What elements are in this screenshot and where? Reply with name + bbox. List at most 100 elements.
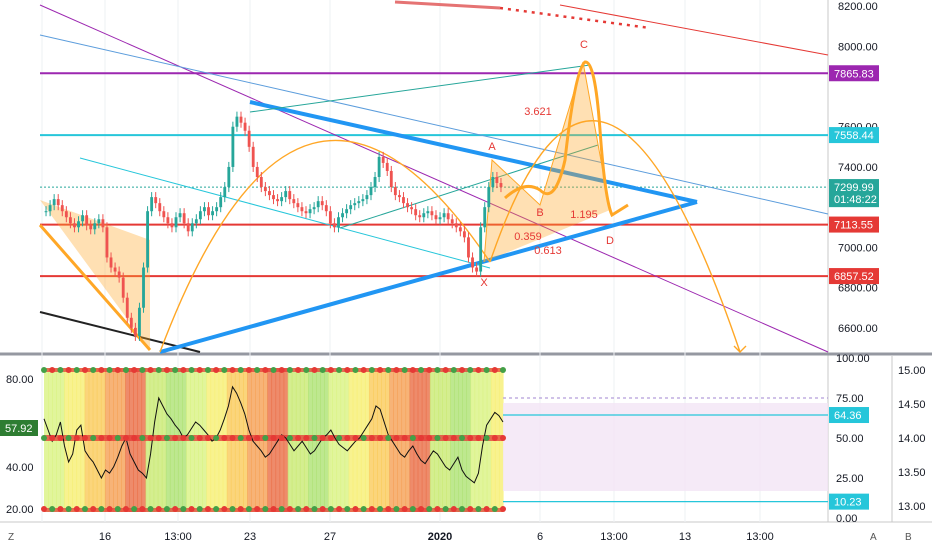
candle-body[interactable] [170, 223, 174, 228]
candle-body[interactable] [73, 223, 76, 228]
candle-body[interactable] [129, 317, 133, 328]
candle-body[interactable] [138, 307, 141, 336]
candle-body[interactable] [68, 217, 72, 224]
candle-body[interactable] [406, 203, 409, 208]
candle-body[interactable] [85, 215, 89, 226]
candle-body[interactable] [479, 227, 483, 272]
candle-body[interactable] [219, 197, 223, 208]
candle-body[interactable] [397, 195, 401, 198]
b-label[interactable]: B [905, 532, 912, 543]
candle-body[interactable] [462, 231, 466, 238]
candle-body[interactable] [97, 219, 101, 224]
candle-body[interactable] [385, 162, 389, 171]
candle-body[interactable] [361, 199, 365, 202]
candle-body[interactable] [402, 197, 405, 204]
candle-body[interactable] [150, 197, 154, 212]
price-badge[interactable] [829, 179, 879, 196]
candle-body[interactable] [158, 203, 162, 212]
auto-scale-label[interactable]: A [870, 532, 877, 543]
candle-body[interactable] [146, 211, 150, 268]
candle-body[interactable] [125, 297, 129, 318]
candle-body[interactable] [487, 187, 491, 208]
candle-body[interactable] [377, 156, 381, 178]
candle-body[interactable] [357, 201, 361, 204]
candle-body[interactable] [365, 195, 369, 200]
candle-body[interactable] [389, 170, 393, 188]
candle-body[interactable] [211, 211, 214, 216]
candle-body[interactable] [467, 237, 470, 258]
candle-body[interactable] [288, 191, 292, 200]
candle-body[interactable] [174, 217, 178, 228]
candle-body[interactable] [483, 207, 487, 228]
candle-body[interactable] [113, 267, 117, 272]
candle-body[interactable] [133, 327, 137, 336]
candle-body[interactable] [259, 177, 263, 188]
candle-body[interactable] [52, 199, 56, 206]
candle-body[interactable] [44, 211, 48, 213]
candle-body[interactable] [450, 219, 454, 224]
candle-body[interactable] [471, 257, 474, 268]
candle-body[interactable] [198, 211, 202, 220]
candle-body[interactable] [109, 257, 113, 268]
candle-body[interactable] [272, 195, 275, 200]
candle-body[interactable] [223, 187, 227, 198]
candle-body[interactable] [333, 223, 336, 228]
timezone-z-label[interactable]: Z [8, 532, 14, 543]
candle-body[interactable] [235, 116, 239, 127]
oscillator-left-badge[interactable] [0, 420, 38, 436]
candle-body[interactable] [491, 177, 495, 188]
candle-body[interactable] [276, 199, 279, 202]
candle-body[interactable] [239, 116, 243, 123]
candle-body[interactable] [142, 267, 145, 308]
candle-body[interactable] [373, 177, 377, 188]
candle-body[interactable] [186, 223, 190, 232]
candle-body[interactable] [304, 211, 308, 214]
candle-body[interactable] [284, 191, 288, 198]
candle-body[interactable] [251, 146, 255, 167]
candle-body[interactable] [247, 130, 251, 147]
candle-body[interactable] [499, 183, 503, 188]
candle-body[interactable] [207, 207, 210, 216]
candle-body[interactable] [410, 207, 414, 210]
candle-body[interactable] [48, 205, 52, 212]
candle-body[interactable] [227, 166, 231, 188]
candle-body[interactable] [182, 213, 186, 224]
candle-body[interactable] [268, 191, 271, 196]
candle-body[interactable] [414, 209, 418, 216]
candle-body[interactable] [56, 199, 60, 206]
candle-body[interactable] [438, 217, 442, 220]
candle-body[interactable] [263, 187, 267, 192]
candle-body[interactable] [316, 201, 320, 208]
candle-body[interactable] [203, 207, 206, 212]
price-badge[interactable] [829, 268, 879, 285]
oscillator-right-badge[interactable] [829, 493, 869, 510]
candle-body[interactable] [434, 215, 438, 220]
candle-body[interactable] [64, 211, 68, 218]
candle-body[interactable] [337, 217, 340, 228]
candle-body[interactable] [369, 187, 373, 196]
candle-body[interactable] [292, 199, 296, 204]
candle-body[interactable] [77, 221, 80, 228]
candle-body[interactable] [296, 203, 300, 208]
price-badge[interactable] [829, 216, 879, 233]
candle-body[interactable] [190, 223, 194, 232]
candle-body[interactable] [162, 211, 166, 218]
oscillator-right-badge[interactable] [829, 407, 869, 424]
candle-body[interactable] [454, 223, 458, 228]
candle-body[interactable] [345, 209, 349, 214]
candle-body[interactable] [154, 197, 158, 204]
candle-body[interactable] [308, 209, 312, 214]
candle-body[interactable] [166, 217, 170, 224]
candle-body[interactable] [105, 227, 109, 258]
candle-body[interactable] [93, 223, 97, 230]
candle-body[interactable] [353, 203, 357, 206]
candle-body[interactable] [430, 211, 434, 216]
candle-body[interactable] [312, 207, 316, 210]
price-panel[interactable] [0, 0, 828, 352]
candle-body[interactable] [178, 213, 182, 218]
candle-body[interactable] [426, 211, 430, 214]
candle-body[interactable] [418, 215, 422, 218]
candle-body[interactable] [117, 271, 121, 278]
candle-body[interactable] [194, 219, 198, 224]
price-badge[interactable] [829, 191, 879, 208]
